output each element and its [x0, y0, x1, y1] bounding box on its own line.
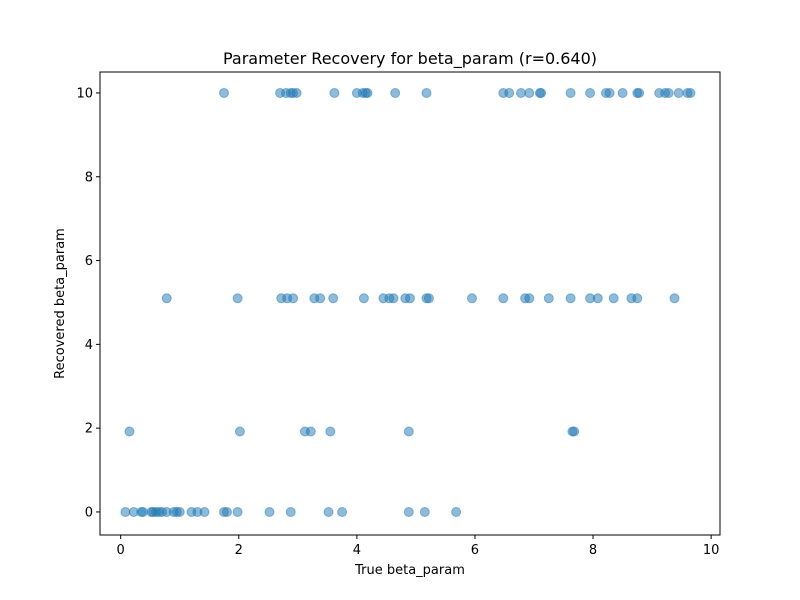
data-point [329, 88, 340, 98]
x-tick-label: 2 [235, 543, 243, 558]
data-point [423, 293, 434, 304]
data-point [124, 426, 135, 437]
y-tick-label: 8 [85, 170, 93, 185]
data-point [323, 507, 334, 517]
data-point [498, 293, 509, 304]
y-tick-label: 4 [85, 338, 93, 353]
axis-ticks: 0 2 4 6 8 10 0 2 4 6 8 10 [76, 86, 719, 558]
data-point [232, 293, 243, 304]
data-point [234, 426, 245, 437]
data-point [358, 293, 369, 304]
data-point [524, 293, 535, 304]
data-point [565, 293, 576, 304]
data-points [120, 88, 696, 517]
data-point [264, 507, 275, 517]
data-point [219, 88, 229, 98]
x-axis-label: True beta_param [354, 563, 465, 578]
data-point [524, 88, 535, 98]
data-point [405, 293, 415, 304]
data-point [634, 88, 645, 98]
y-tick-label: 0 [85, 505, 93, 520]
data-point [451, 507, 462, 517]
data-point [362, 88, 373, 98]
data-point [663, 88, 674, 98]
data-point [536, 88, 547, 98]
x-tick-label: 4 [353, 543, 361, 558]
data-point [390, 88, 401, 98]
data-point [161, 293, 172, 304]
data-point [232, 507, 243, 517]
data-point [617, 88, 628, 98]
x-tick-label: 6 [471, 543, 479, 558]
data-point [222, 507, 232, 517]
data-point [592, 293, 603, 304]
data-point [565, 88, 576, 98]
data-point [421, 88, 432, 98]
plot-area: 0 2 4 6 8 10 0 2 4 6 8 10 [76, 71, 721, 558]
data-point [516, 88, 526, 98]
data-point [138, 507, 149, 517]
y-axis-label: Recovered beta_param [53, 228, 68, 379]
data-point [337, 507, 348, 517]
data-point [325, 426, 336, 437]
data-point [419, 507, 430, 517]
data-point [467, 293, 477, 304]
data-point [199, 507, 210, 517]
x-tick-label: 8 [589, 543, 597, 558]
data-point [585, 88, 596, 98]
x-tick-label: 0 [117, 543, 125, 558]
data-point [288, 293, 299, 304]
data-point [608, 293, 619, 304]
data-point [403, 426, 414, 437]
data-point [174, 507, 185, 517]
data-point [403, 507, 414, 517]
data-point [669, 293, 680, 304]
chart-title: Parameter Recovery for beta_param (r=0.6… [223, 49, 597, 69]
data-point [685, 88, 696, 98]
data-point [569, 426, 580, 437]
data-point [328, 293, 339, 304]
data-point [120, 507, 131, 517]
data-point [504, 88, 515, 98]
data-point [291, 88, 302, 98]
data-point [632, 293, 643, 304]
data-point [305, 426, 316, 437]
data-point [315, 293, 326, 304]
x-tick-label: 10 [703, 543, 720, 558]
data-point [604, 88, 615, 98]
y-tick-label: 6 [85, 254, 93, 269]
data-point [673, 88, 684, 98]
axes-frame [99, 71, 721, 536]
y-tick-label: 2 [85, 422, 93, 437]
data-point [285, 507, 296, 517]
data-point [543, 293, 554, 304]
data-point [388, 293, 399, 304]
y-tick-label: 10 [76, 86, 93, 101]
